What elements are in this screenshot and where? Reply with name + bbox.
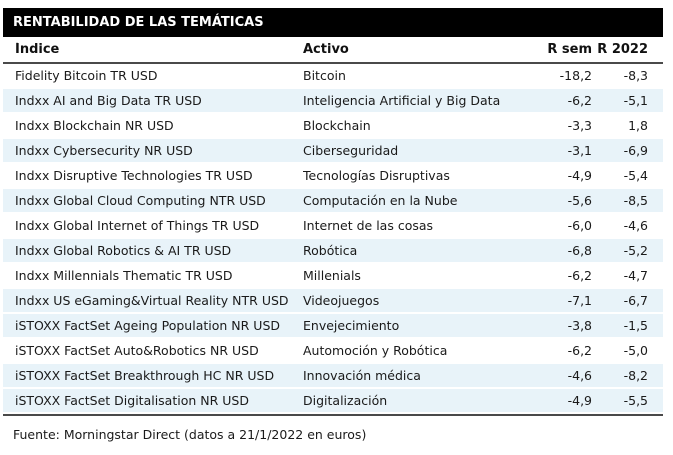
table-row: Indxx Global Cloud Computing NTR USD Com…	[3, 189, 663, 214]
indice-cell: Indxx US eGaming&Virtual Reality NTR USD	[15, 293, 289, 308]
thematic-returns-table: RENTABILIDAD DE LAS TEMÁTICAS Índice Act…	[3, 8, 663, 442]
table-title: RENTABILIDAD DE LAS TEMÁTICAS	[13, 15, 264, 30]
r-2022-cell: -4,7	[623, 268, 648, 283]
r-sem-cell: -4,6	[567, 368, 592, 383]
indice-cell: iSTOXX FactSet Auto&Robotics NR USD	[15, 343, 259, 358]
activo-cell: Digitalización	[303, 393, 388, 408]
indice-cell: Indxx Global Cloud Computing NTR USD	[15, 193, 266, 208]
indice-cell: iSTOXX FactSet Breakthrough HC NR USD	[15, 368, 275, 383]
r-sem-cell: -6,8	[567, 243, 592, 258]
activo-cell: Innovación médica	[303, 368, 421, 383]
activo-cell: Ciberseguridad	[303, 143, 399, 158]
r-sem-cell: -5,6	[567, 193, 592, 208]
r-2022-cell: -5,4	[623, 168, 648, 183]
activo-cell: Inteligencia Artificial y Big Data	[303, 93, 501, 108]
indice-cell: Fidelity Bitcoin TR USD	[15, 68, 158, 83]
indice-cell: Indxx Global Robotics & AI TR USD	[15, 243, 232, 258]
r-2022-cell: -5,5	[623, 393, 648, 408]
indice-cell: Indxx Disruptive Technologies TR USD	[15, 168, 253, 183]
table-row: Indxx Disruptive Technologies TR USD Tec…	[3, 164, 663, 189]
r-2022-cell: 1,8	[628, 118, 648, 133]
indice-cell: Indxx Blockchain NR USD	[15, 118, 174, 133]
r-2022-cell: -5,2	[623, 243, 648, 258]
table-row: iSTOXX FactSet Ageing Population NR USD …	[3, 314, 663, 339]
activo-cell: Envejecimiento	[303, 318, 400, 333]
r-sem-cell: -4,9	[567, 393, 592, 408]
table-row: iSTOXX FactSet Auto&Robotics NR USD Auto…	[3, 339, 663, 364]
r-sem-cell: -6,2	[567, 93, 592, 108]
r-2022-cell: -5,0	[623, 343, 648, 358]
r-sem-cell: -6,2	[567, 343, 592, 358]
r-2022-cell: -6,9	[623, 143, 648, 158]
indice-cell: Indxx AI and Big Data TR USD	[15, 93, 202, 108]
r-2022-cell: -5,1	[623, 93, 648, 108]
activo-cell: Bitcoin	[303, 68, 346, 83]
r-sem-cell: -4,9	[567, 168, 592, 183]
table-row: Fidelity Bitcoin TR USD Bitcoin -18,2 -8…	[3, 64, 663, 89]
table-row: Indxx Cybersecurity NR USD Cibersegurida…	[3, 139, 663, 164]
table-body: Fidelity Bitcoin TR USD Bitcoin -18,2 -8…	[3, 64, 663, 416]
indice-cell: Indxx Millennials Thematic TR USD	[15, 268, 233, 283]
r-2022-cell: -6,7	[623, 293, 648, 308]
table-row: iSTOXX FactSet Digitalisation NR USD Dig…	[3, 389, 663, 414]
activo-cell: Automoción y Robótica	[303, 343, 448, 358]
r-sem-cell: -18,2	[559, 68, 592, 83]
activo-cell: Computación en la Nube	[303, 193, 458, 208]
table-title-bar: RENTABILIDAD DE LAS TEMÁTICAS	[3, 8, 663, 37]
indice-cell: Indxx Cybersecurity NR USD	[15, 143, 193, 158]
r-sem-cell: -6,0	[567, 218, 592, 233]
r-sem-cell: -3,1	[567, 143, 592, 158]
indice-cell: iSTOXX FactSet Ageing Population NR USD	[15, 318, 281, 333]
r-sem-cell: -6,2	[567, 268, 592, 283]
column-header-r-2022: R 2022	[597, 42, 648, 57]
column-header-r-sem: R sem	[547, 42, 592, 57]
activo-cell: Internet de las cosas	[303, 218, 434, 233]
activo-cell: Millenials	[303, 268, 361, 283]
r-2022-cell: -4,6	[623, 218, 648, 233]
indice-cell: Indxx Global Internet of Things TR USD	[15, 218, 260, 233]
column-header-activo: Activo	[303, 42, 349, 57]
table-row: Indxx AI and Big Data TR USD Inteligenci…	[3, 89, 663, 114]
table-row: iSTOXX FactSet Breakthrough HC NR USD In…	[3, 364, 663, 389]
r-2022-cell: -8,2	[623, 368, 648, 383]
r-2022-cell: -8,5	[623, 193, 648, 208]
r-2022-cell: -8,3	[623, 68, 648, 83]
activo-cell: Blockchain	[303, 118, 371, 133]
r-sem-cell: -3,3	[567, 118, 592, 133]
table-row: Indxx Blockchain NR USD Blockchain -3,3 …	[3, 114, 663, 139]
table-header-row: Índice Activo R sem R 2022	[3, 37, 663, 64]
activo-cell: Robótica	[303, 243, 358, 258]
activo-cell: Tecnologías Disruptivas	[303, 168, 450, 183]
table-row: Indxx Global Robotics & AI TR USD Robóti…	[3, 239, 663, 264]
source-note: Fuente: Morningstar Direct (datos a 21/1…	[13, 427, 367, 442]
r-2022-cell: -1,5	[623, 318, 648, 333]
indice-cell: iSTOXX FactSet Digitalisation NR USD	[15, 393, 249, 408]
activo-cell: Videojuegos	[303, 293, 380, 308]
r-sem-cell: -7,1	[567, 293, 592, 308]
r-sem-cell: -3,8	[567, 318, 592, 333]
table-row: Indxx US eGaming&Virtual Reality NTR USD…	[3, 289, 663, 314]
column-header-indice: Índice	[15, 42, 60, 57]
table-row: Indxx Millennials Thematic TR USD Millen…	[3, 264, 663, 289]
table-row: Indxx Global Internet of Things TR USD I…	[3, 214, 663, 239]
